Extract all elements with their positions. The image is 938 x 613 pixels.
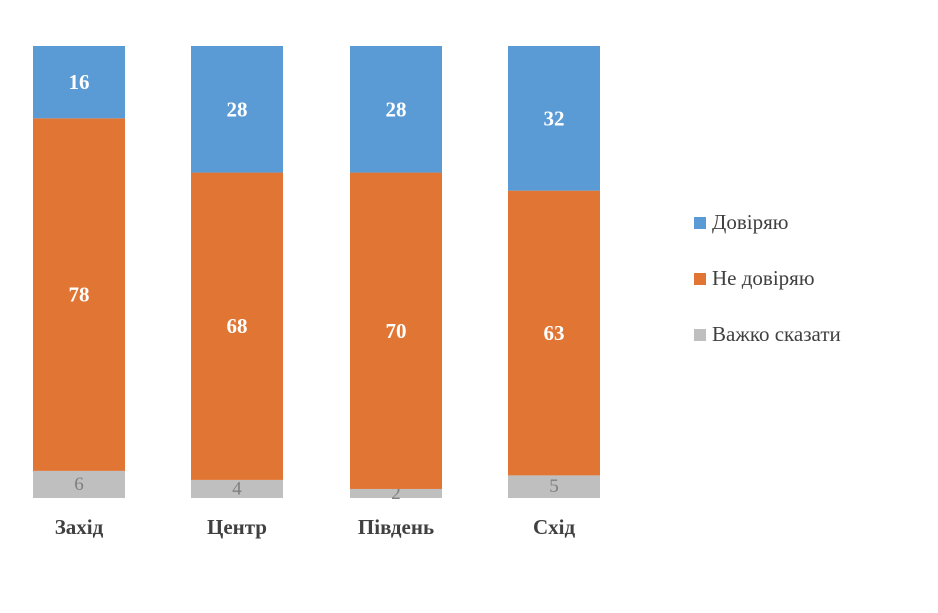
data-label: 32 (544, 106, 565, 130)
category-label: Центр (207, 515, 267, 539)
bar-segment (508, 46, 600, 191)
legend-label-trust: Довіряю (712, 210, 789, 234)
legend-swatch-hard-to-say (694, 328, 706, 341)
data-label: 78 (69, 283, 90, 307)
bar-segment (350, 488, 442, 498)
category-label: Південь (358, 515, 434, 539)
bar-segment (33, 118, 125, 471)
data-label: 6 (74, 474, 84, 495)
legend-item-hard-to-say: Важко сказати (694, 322, 841, 347)
legend-item-trust: Довіряю (694, 210, 841, 235)
category-label: Схід (533, 515, 576, 539)
data-label: 16 (69, 70, 90, 94)
bar-segment (33, 470, 125, 498)
legend-label-distrust: Не довіряю (712, 266, 815, 290)
bar-segment (350, 172, 442, 489)
legend-swatch-distrust (694, 272, 706, 285)
bar-segment (191, 172, 283, 480)
data-label: 4 (232, 478, 242, 499)
data-label: 63 (544, 321, 565, 345)
bar-segment (191, 479, 283, 498)
legend-swatch-trust (694, 216, 706, 229)
category-label: Захід (55, 515, 104, 539)
bar-segment (508, 475, 600, 498)
data-label: 70 (386, 319, 407, 343)
data-label: 2 (391, 483, 401, 504)
bar-segment (191, 46, 283, 173)
data-label: 5 (549, 476, 559, 497)
bar-segment (508, 190, 600, 476)
legend: Довіряю Не довіряю Важко сказати (694, 210, 841, 347)
data-label: 68 (227, 314, 248, 338)
data-label: 28 (386, 97, 407, 121)
legend-label-hard-to-say: Важко сказати (712, 322, 841, 346)
data-label: 28 (227, 97, 248, 121)
bar-segment (33, 46, 125, 119)
legend-item-distrust: Не довіряю (694, 266, 841, 291)
bar-segment (350, 46, 442, 173)
